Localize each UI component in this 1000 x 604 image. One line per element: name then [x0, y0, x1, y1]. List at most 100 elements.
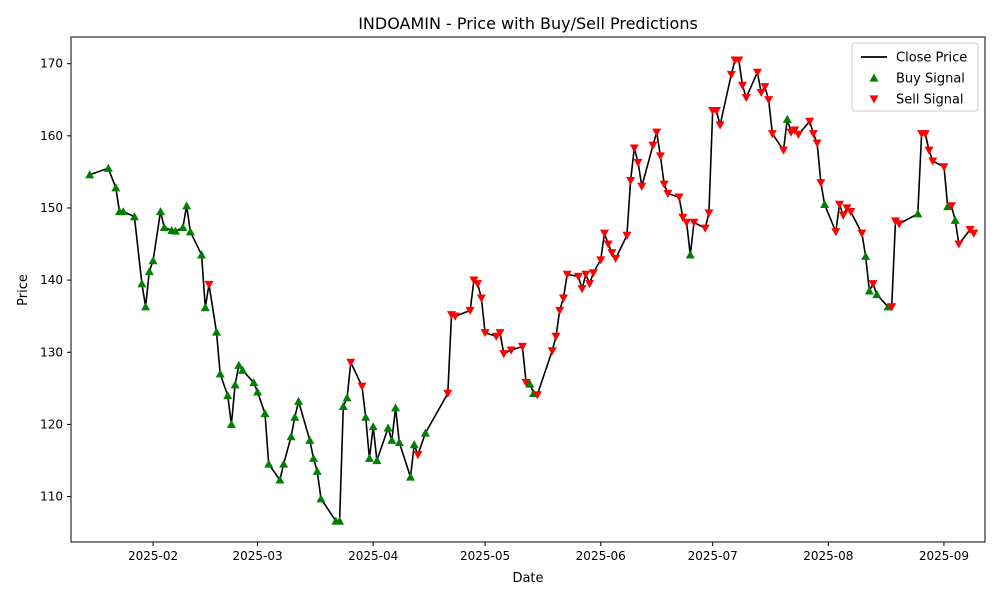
- buy-signal-marker: [820, 199, 830, 208]
- buy-signal-marker: [144, 266, 154, 276]
- x-tick-label: 2025-02: [128, 549, 178, 563]
- sell-signal-marker: [924, 146, 934, 155]
- sell-signal-marker: [357, 382, 367, 391]
- sell-signal-marker: [846, 207, 856, 217]
- buy-signal-marker: [103, 163, 113, 172]
- buy-signal-marker: [230, 380, 240, 389]
- sell-signal-marker: [764, 96, 774, 105]
- buy-signal-marker: [950, 215, 960, 224]
- x-tick-label: 2025-09: [919, 549, 969, 563]
- buy-signal-marker: [275, 475, 285, 484]
- sell-signal-marker: [637, 182, 647, 191]
- buy-signal-marker: [129, 212, 139, 221]
- sell-signal-marker: [969, 229, 979, 238]
- y-tick-label: 140: [40, 273, 63, 287]
- sell-signal-marker: [682, 218, 692, 227]
- sell-signal-marker: [704, 209, 714, 218]
- buy-signal-marker: [305, 435, 315, 444]
- x-tick-label: 2025-03: [232, 549, 282, 563]
- buy-signal-marker: [215, 369, 225, 378]
- buy-signal-marker: [148, 256, 158, 265]
- y-tick-label: 120: [40, 417, 63, 431]
- sell-signal-marker: [756, 88, 766, 98]
- buy-signal-marker: [387, 435, 397, 444]
- buy-signal-marker: [913, 209, 923, 218]
- buy-signal-marker: [211, 327, 221, 336]
- sell-signal-marker: [443, 389, 453, 398]
- buy-signal-marker: [185, 227, 195, 236]
- sell-signal-marker: [473, 280, 483, 289]
- sell-signal-marker: [894, 220, 904, 229]
- sell-signal-marker: [588, 269, 598, 278]
- sell-signal-marker: [547, 347, 557, 356]
- buy-signal-marker: [391, 403, 401, 412]
- sell-signal-marker: [633, 158, 643, 168]
- sell-signal-marker: [711, 106, 721, 116]
- buy-signal-marker: [383, 423, 393, 432]
- sell-signal-marker: [532, 391, 542, 400]
- sell-signal-marker: [204, 280, 214, 289]
- buy-signal-marker: [316, 494, 326, 503]
- sell-signal-marker: [611, 254, 621, 263]
- sell-signal-marker: [346, 358, 356, 367]
- buy-signal-marker: [226, 419, 236, 429]
- buy-signal-marker: [394, 437, 404, 447]
- sell-signal-marker: [659, 180, 669, 189]
- buy-signal-marker: [85, 170, 95, 179]
- y-tick-label: 170: [40, 57, 63, 71]
- sell-signal-marker: [607, 249, 617, 258]
- sell-signal-marker: [868, 280, 878, 289]
- legend-swatch-sell: [869, 95, 879, 104]
- sell-signal-marker: [715, 121, 725, 130]
- sell-signal-marker: [603, 240, 613, 249]
- buy-signal-marker: [409, 440, 419, 449]
- sell-signal-marker: [857, 229, 867, 238]
- sell-signal-marker: [648, 141, 658, 150]
- sell-signal-marker: [808, 130, 818, 139]
- sell-signal-marker: [793, 130, 803, 139]
- buy-signal-marker: [200, 303, 210, 312]
- sell-signal-marker: [887, 303, 897, 312]
- sell-signal-marker: [629, 144, 639, 153]
- sell-signal-marker: [816, 179, 826, 188]
- buy-signal-marker: [368, 422, 378, 431]
- buy-signal-marker: [178, 222, 188, 232]
- x-tick-label: 2025-04: [348, 549, 398, 563]
- sell-signal-marker: [480, 329, 490, 338]
- sell-signal-marker: [920, 130, 930, 139]
- sell-signal-marker: [495, 329, 505, 338]
- y-axis: 110 120 130 140 150 160 170: [40, 57, 71, 504]
- buy-signal-marker: [156, 207, 166, 216]
- buy-signal-marker: [182, 201, 192, 210]
- x-tick-label: 2025-05: [460, 549, 510, 563]
- buy-signal-marker: [420, 428, 430, 437]
- sell-signal-marker: [465, 306, 475, 315]
- legend-box: [851, 42, 979, 112]
- plot-area: [85, 56, 979, 525]
- sell-signal-marker: [558, 294, 568, 303]
- sell-signal-marker: [674, 193, 684, 202]
- buy-signal-marker: [943, 202, 953, 211]
- buy-signal-marker: [361, 412, 371, 421]
- sell-signal-marker: [585, 280, 595, 289]
- sell-signal-marker: [573, 272, 583, 282]
- y-tick-label: 130: [40, 345, 63, 359]
- buy-signal-marker: [372, 455, 382, 465]
- buy-signal-marker: [264, 459, 274, 468]
- buy-signal-marker: [864, 286, 874, 295]
- sell-signal-marker: [491, 332, 501, 341]
- buy-signal-marker: [335, 516, 345, 525]
- chart-title: INDOAMIN - Price with Buy/Sell Predictio…: [358, 14, 698, 33]
- sell-signal-marker: [655, 152, 665, 161]
- buy-signal-marker: [342, 393, 352, 402]
- x-axis-label: Date: [512, 571, 543, 586]
- buy-signal-marker: [308, 453, 318, 462]
- sell-signal-marker: [555, 306, 565, 315]
- sell-signal-marker: [599, 229, 609, 238]
- sell-signal-marker: [812, 139, 822, 148]
- sell-signal-marker: [499, 350, 509, 359]
- buy-signal-marker: [685, 250, 695, 259]
- buy-signal-marker: [861, 251, 871, 260]
- buy-signal-marker: [159, 222, 169, 232]
